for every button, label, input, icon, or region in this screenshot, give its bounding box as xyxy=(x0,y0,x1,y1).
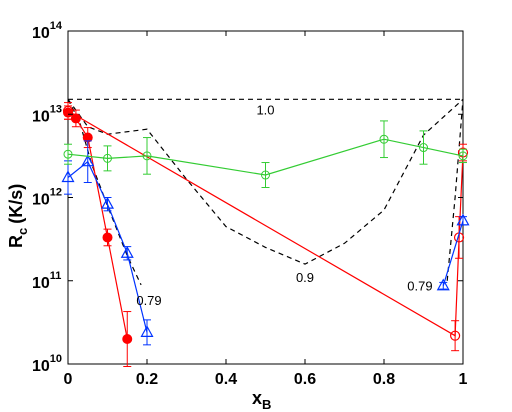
data-point xyxy=(62,105,74,117)
x-tick-label: 1 xyxy=(459,371,468,388)
data-point xyxy=(81,154,95,167)
data-point xyxy=(102,232,113,243)
contour-line xyxy=(67,98,464,265)
x-axis-label: xB xyxy=(252,388,271,412)
data-point xyxy=(63,149,73,159)
series-line xyxy=(67,110,464,337)
x-tick-label: 0 xyxy=(64,371,73,388)
contour-label: 0.9 xyxy=(296,270,314,285)
y-tick-label: 1010 xyxy=(32,353,62,375)
contour-label: 1.0 xyxy=(256,102,274,117)
y-tick-label: 1011 xyxy=(32,270,61,292)
data-point xyxy=(120,246,134,258)
x-tick-label: 0.6 xyxy=(294,371,316,388)
data-point xyxy=(103,153,112,163)
series-line xyxy=(442,220,464,286)
data-series xyxy=(61,102,470,367)
series-group xyxy=(436,213,470,291)
plot-area xyxy=(67,30,464,365)
series-group xyxy=(63,120,468,189)
data-point xyxy=(450,330,461,341)
data-point xyxy=(100,196,115,209)
x-tick-label: 0.8 xyxy=(373,371,395,388)
data-point xyxy=(379,134,389,144)
x-tick-label: 0.2 xyxy=(136,371,158,388)
data-point xyxy=(456,213,470,226)
series-group xyxy=(61,140,154,346)
data-point xyxy=(122,334,133,345)
series-group xyxy=(62,102,469,352)
x-tick-label: 0.4 xyxy=(215,371,237,388)
y-tick-label: 1012 xyxy=(32,187,62,209)
data-point xyxy=(261,170,270,180)
y-tick-label: 1013 xyxy=(32,103,62,125)
data-point xyxy=(419,143,428,153)
axis-ticks: 0 0.2 0.4 0.6 0.8 1 1010 1011 1012 1013 1014 xyxy=(32,20,468,388)
data-point xyxy=(140,325,154,337)
y-axis-label: Rc(K/s) xyxy=(6,184,30,248)
y-tick-label: 1014 xyxy=(32,20,63,42)
data-point xyxy=(142,151,152,161)
data-point xyxy=(436,278,450,291)
contour-line xyxy=(446,99,464,281)
data-point xyxy=(458,151,468,161)
contour-annotations: 1.0 0.79 0.9 0.79 xyxy=(136,102,432,308)
contour-label: 0.79 xyxy=(407,279,432,294)
data-point xyxy=(61,170,75,183)
contour-label: 0.79 xyxy=(136,293,161,308)
